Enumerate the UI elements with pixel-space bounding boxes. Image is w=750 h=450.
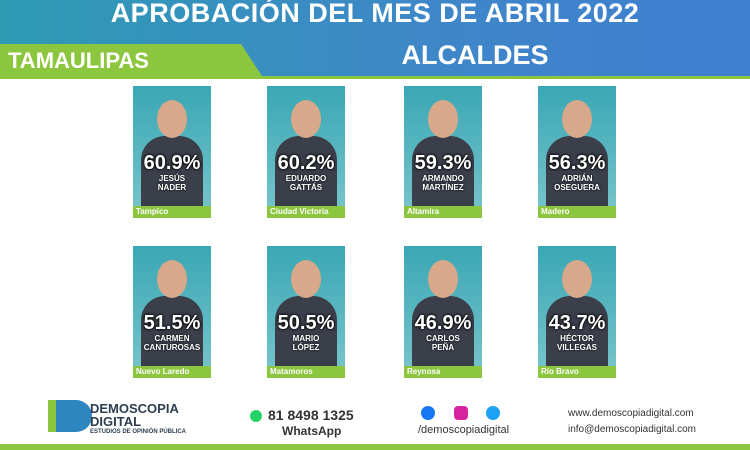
photo-head	[562, 100, 592, 138]
city: Madero	[538, 206, 616, 218]
name-line: CANTUROSAS	[143, 343, 201, 352]
name-line: OSEGUERA	[554, 183, 600, 192]
web: www.demoscopiadigital.com	[568, 408, 694, 419]
photo	[404, 86, 482, 208]
name-line: NADER	[157, 183, 187, 192]
candidate-card: 59.3% ARMANDO MARTÍNEZ Altamira	[404, 86, 482, 218]
photo-body	[275, 296, 337, 368]
whatsapp-icon	[250, 410, 262, 422]
name-line: CARLOS	[426, 334, 460, 343]
photo	[133, 246, 211, 368]
city: Río Bravo	[538, 366, 616, 378]
approval: 60.9%	[143, 152, 201, 174]
brand-2: DIGITAL	[90, 414, 142, 429]
candidate-card: 60.9% JESÚS NADER Tampico	[133, 86, 211, 218]
name-line: EDUARDO	[285, 174, 327, 183]
candidate-card: 51.5% CARMEN CANTUROSAS Nuevo Laredo	[133, 246, 211, 378]
photo	[267, 86, 345, 208]
photo-head	[291, 100, 321, 138]
photo-body	[141, 136, 203, 208]
candidate-card: 43.7% HÉCTOR VILLEGAS Río Bravo	[538, 246, 616, 378]
name-line: CARMEN	[154, 334, 190, 343]
candidate-name: ARMANDO MARTÍNEZ	[404, 174, 482, 192]
social: /demoscopiadigital	[418, 424, 510, 436]
phone-label: WhatsApp	[282, 424, 342, 438]
city: Nuevo Laredo	[133, 366, 211, 378]
strip	[0, 76, 750, 79]
candidate-card: 60.2% EDUARDO GATTÁS Ciudad Victoria	[267, 86, 345, 218]
name-line: VILLEGAS	[556, 343, 597, 352]
photo-head	[157, 100, 187, 138]
tagline: ESTUDIOS DE OPINIÓN PÚBLICA	[90, 429, 187, 435]
email: info@demoscopiadigital.com	[568, 424, 696, 435]
photo-body	[141, 296, 203, 368]
photo-body	[412, 136, 474, 208]
candidate-name: JESÚS NADER	[133, 174, 211, 192]
city: Reynosa	[404, 366, 482, 378]
photo-head	[157, 260, 187, 298]
brand-1: DEMOSCOPIA	[90, 401, 179, 416]
city: Altamira	[404, 206, 482, 218]
photo	[404, 246, 482, 368]
name-line: JESÚS	[158, 174, 186, 183]
candidate-name: ADRIÁN OSEGUERA	[538, 174, 616, 192]
header: APROBACIÓN DEL MES DE ABRIL 2022 TAMAULI…	[0, 0, 750, 76]
approval: 60.2%	[277, 152, 335, 174]
photo-head	[428, 100, 458, 138]
name-line: GATTÁS	[289, 183, 323, 192]
photo-body	[412, 296, 474, 368]
phone: 81 8498 1325	[268, 407, 354, 423]
approval: 51.5%	[143, 312, 201, 334]
photo	[538, 86, 616, 208]
photo-body	[546, 296, 608, 368]
photo	[267, 246, 345, 368]
name-line: ARMANDO	[422, 174, 464, 183]
candidate-name: CARLOS PEÑA	[404, 334, 482, 352]
logo	[48, 400, 92, 432]
photo-head	[428, 260, 458, 298]
city: Ciudad Victoria	[267, 206, 345, 218]
approval: 59.3%	[414, 152, 472, 174]
facebook-icon	[421, 406, 435, 420]
photo-body	[546, 136, 608, 208]
candidate-card: 50.5% MARIO LÓPEZ Matamoros	[267, 246, 345, 378]
approval: 56.3%	[548, 152, 606, 174]
candidate-name: CARMEN CANTUROSAS	[133, 334, 211, 352]
title: APROBACIÓN DEL MES DE ABRIL 2022	[110, 0, 640, 28]
twitter-icon	[486, 406, 500, 420]
candidate-card: 56.3% ADRIÁN OSEGUERA Madero	[538, 86, 616, 218]
candidate-name: EDUARDO GATTÁS	[267, 174, 345, 192]
name-line: MARTÍNEZ	[422, 183, 464, 192]
approval: 43.7%	[548, 312, 606, 334]
approval: 46.9%	[414, 312, 472, 334]
approval: 50.5%	[277, 312, 335, 334]
candidate-card: 46.9% CARLOS PEÑA Reynosa	[404, 246, 482, 378]
brand: DEMOSCOPIA DIGITAL	[90, 402, 179, 428]
photo-body	[275, 136, 337, 208]
photo	[133, 86, 211, 208]
state-tab: TAMAULIPAS	[0, 44, 262, 76]
photo-head	[291, 260, 321, 298]
photo-head	[562, 260, 592, 298]
candidate-name: MARIO LÓPEZ	[267, 334, 345, 352]
candidate-name: HÉCTOR VILLEGAS	[538, 334, 616, 352]
instagram-icon	[454, 406, 468, 420]
office: ALCALDES	[401, 40, 549, 70]
name-line: ADRIÁN	[561, 174, 593, 183]
city: Tampico	[133, 206, 211, 218]
bottom-line	[0, 444, 750, 450]
state: TAMAULIPAS	[8, 48, 149, 73]
photo	[538, 246, 616, 368]
name-line: PEÑA	[431, 343, 455, 352]
name-line: LÓPEZ	[292, 343, 320, 352]
city: Matamoros	[267, 366, 345, 378]
name-line: HÉCTOR	[560, 334, 594, 343]
name-line: MARIO	[292, 334, 320, 343]
